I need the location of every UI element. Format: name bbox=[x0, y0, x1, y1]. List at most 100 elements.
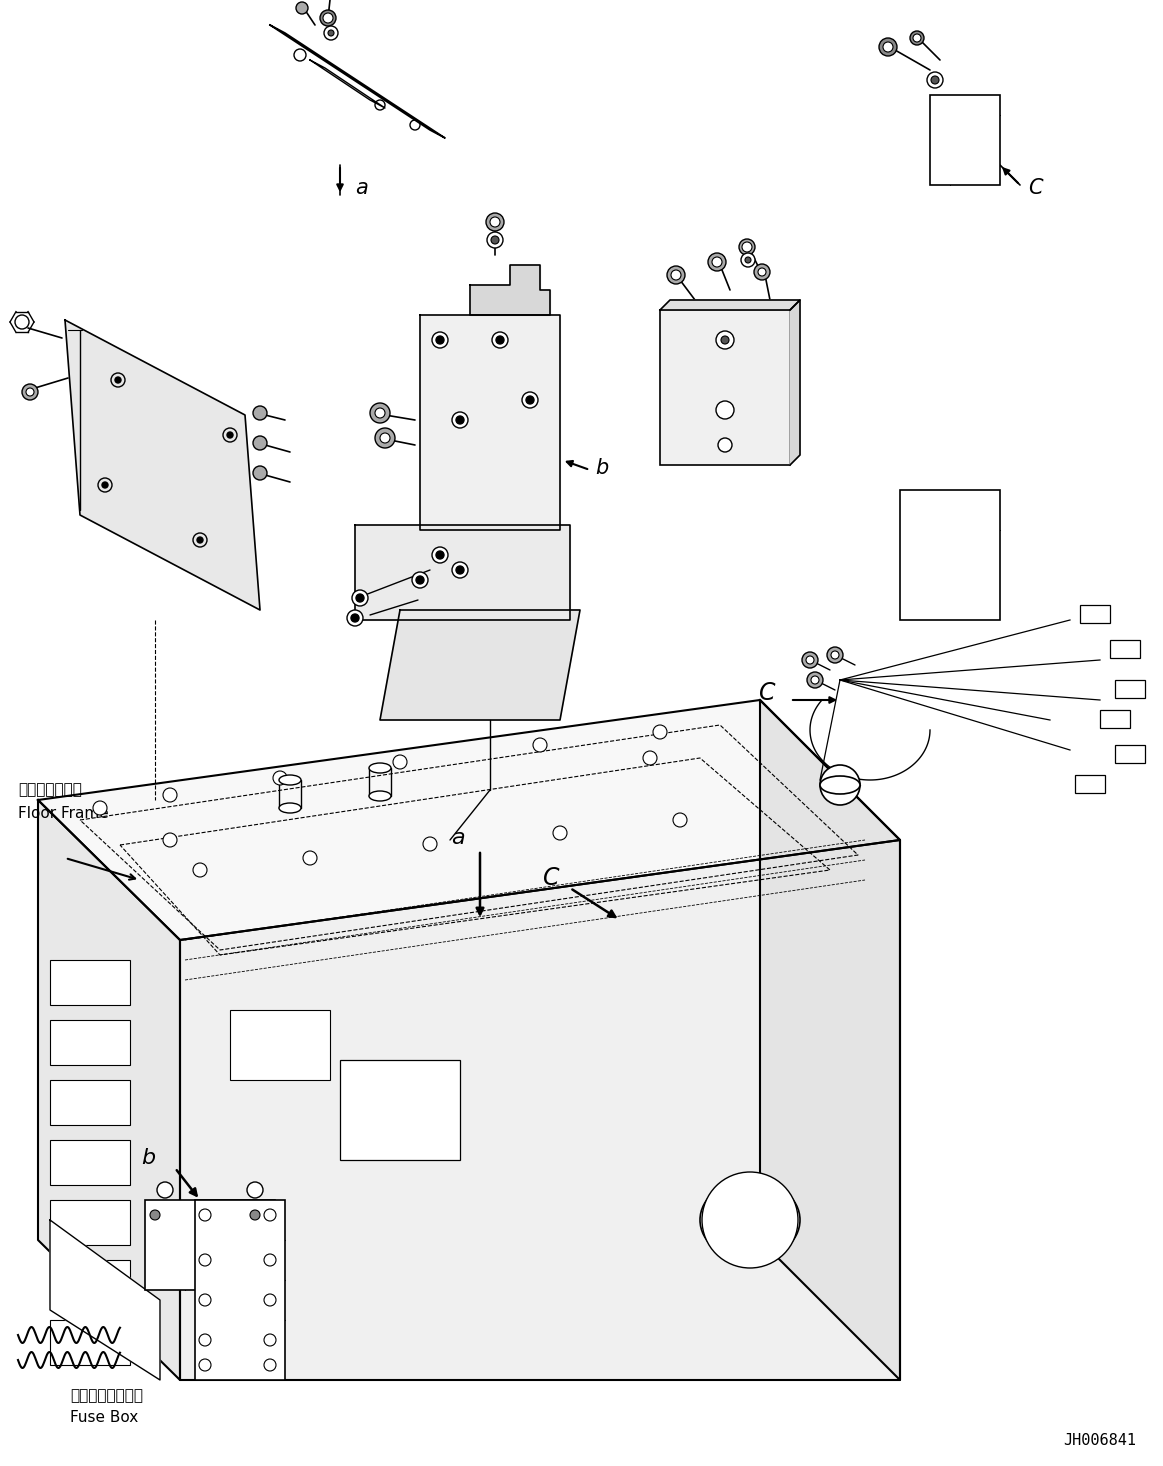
Circle shape bbox=[423, 837, 437, 850]
Bar bbox=[230, 1010, 330, 1080]
Circle shape bbox=[712, 257, 722, 267]
Text: フューズボックス: フューズボックス bbox=[70, 1388, 143, 1403]
Circle shape bbox=[452, 561, 468, 578]
Ellipse shape bbox=[820, 776, 859, 795]
Bar bbox=[195, 1201, 285, 1380]
Circle shape bbox=[352, 589, 368, 605]
Circle shape bbox=[393, 755, 407, 770]
Circle shape bbox=[913, 34, 921, 43]
Circle shape bbox=[254, 435, 267, 450]
Circle shape bbox=[227, 432, 233, 438]
Circle shape bbox=[436, 551, 444, 559]
Circle shape bbox=[163, 833, 177, 847]
Circle shape bbox=[827, 647, 843, 663]
Text: b: b bbox=[595, 457, 608, 478]
Circle shape bbox=[552, 825, 568, 840]
Polygon shape bbox=[38, 800, 180, 1380]
Bar bbox=[340, 1060, 461, 1160]
Polygon shape bbox=[790, 301, 800, 465]
Ellipse shape bbox=[369, 792, 391, 800]
Bar bbox=[50, 1259, 130, 1305]
Circle shape bbox=[250, 1209, 261, 1220]
Circle shape bbox=[741, 254, 755, 267]
Circle shape bbox=[708, 254, 726, 271]
Circle shape bbox=[199, 1334, 211, 1346]
Circle shape bbox=[452, 412, 468, 428]
Circle shape bbox=[264, 1253, 276, 1267]
Circle shape bbox=[356, 594, 364, 603]
Circle shape bbox=[431, 331, 448, 347]
Circle shape bbox=[199, 1359, 211, 1371]
Ellipse shape bbox=[369, 762, 391, 773]
Circle shape bbox=[522, 391, 538, 408]
Circle shape bbox=[879, 38, 897, 56]
Bar bbox=[50, 1141, 130, 1185]
Polygon shape bbox=[38, 699, 900, 940]
Text: a: a bbox=[451, 828, 465, 847]
Polygon shape bbox=[420, 315, 561, 531]
Circle shape bbox=[932, 76, 939, 84]
Circle shape bbox=[22, 384, 38, 400]
Circle shape bbox=[492, 331, 508, 347]
Polygon shape bbox=[355, 525, 570, 620]
Bar bbox=[1115, 745, 1146, 762]
Text: C: C bbox=[758, 682, 775, 705]
Circle shape bbox=[495, 336, 504, 345]
Circle shape bbox=[374, 428, 395, 449]
Circle shape bbox=[721, 336, 729, 345]
Circle shape bbox=[673, 814, 687, 827]
Text: C: C bbox=[1028, 177, 1042, 198]
Bar bbox=[900, 490, 1000, 620]
Circle shape bbox=[436, 336, 444, 345]
Circle shape bbox=[304, 850, 317, 865]
Circle shape bbox=[264, 1359, 276, 1371]
Bar bbox=[1115, 680, 1146, 698]
Polygon shape bbox=[470, 265, 550, 315]
Bar bbox=[659, 309, 790, 465]
Circle shape bbox=[297, 1, 308, 15]
Circle shape bbox=[26, 388, 34, 396]
Circle shape bbox=[431, 547, 448, 563]
Circle shape bbox=[247, 1182, 263, 1198]
Circle shape bbox=[718, 438, 732, 452]
Circle shape bbox=[328, 29, 334, 37]
Circle shape bbox=[487, 232, 504, 248]
Circle shape bbox=[754, 264, 770, 280]
Circle shape bbox=[200, 1209, 211, 1220]
Polygon shape bbox=[659, 301, 800, 309]
Circle shape bbox=[323, 13, 333, 23]
Circle shape bbox=[716, 331, 734, 349]
Bar bbox=[1075, 776, 1105, 793]
Circle shape bbox=[374, 408, 385, 418]
Text: Fuse Box: Fuse Box bbox=[70, 1410, 138, 1425]
Circle shape bbox=[416, 576, 424, 583]
Polygon shape bbox=[759, 699, 900, 1380]
Circle shape bbox=[802, 652, 818, 668]
Circle shape bbox=[15, 315, 29, 328]
Text: C: C bbox=[543, 866, 561, 890]
Bar bbox=[1080, 605, 1110, 623]
Circle shape bbox=[652, 726, 668, 739]
Circle shape bbox=[807, 671, 823, 688]
Circle shape bbox=[199, 1209, 211, 1221]
Circle shape bbox=[347, 610, 363, 626]
Circle shape bbox=[320, 10, 336, 26]
Circle shape bbox=[264, 1294, 276, 1306]
Circle shape bbox=[199, 1294, 211, 1306]
Bar bbox=[50, 1201, 130, 1245]
Circle shape bbox=[491, 236, 499, 243]
Bar bbox=[1100, 710, 1130, 729]
Bar bbox=[1110, 641, 1140, 658]
Circle shape bbox=[486, 213, 504, 232]
Circle shape bbox=[273, 771, 287, 784]
Ellipse shape bbox=[700, 1180, 800, 1259]
Circle shape bbox=[163, 789, 177, 802]
Bar bbox=[50, 1080, 130, 1124]
Circle shape bbox=[254, 406, 267, 419]
Circle shape bbox=[702, 1171, 798, 1268]
Polygon shape bbox=[311, 60, 385, 108]
Circle shape bbox=[671, 270, 682, 280]
Bar bbox=[50, 960, 130, 1006]
Bar bbox=[145, 1201, 274, 1290]
Circle shape bbox=[193, 863, 207, 877]
